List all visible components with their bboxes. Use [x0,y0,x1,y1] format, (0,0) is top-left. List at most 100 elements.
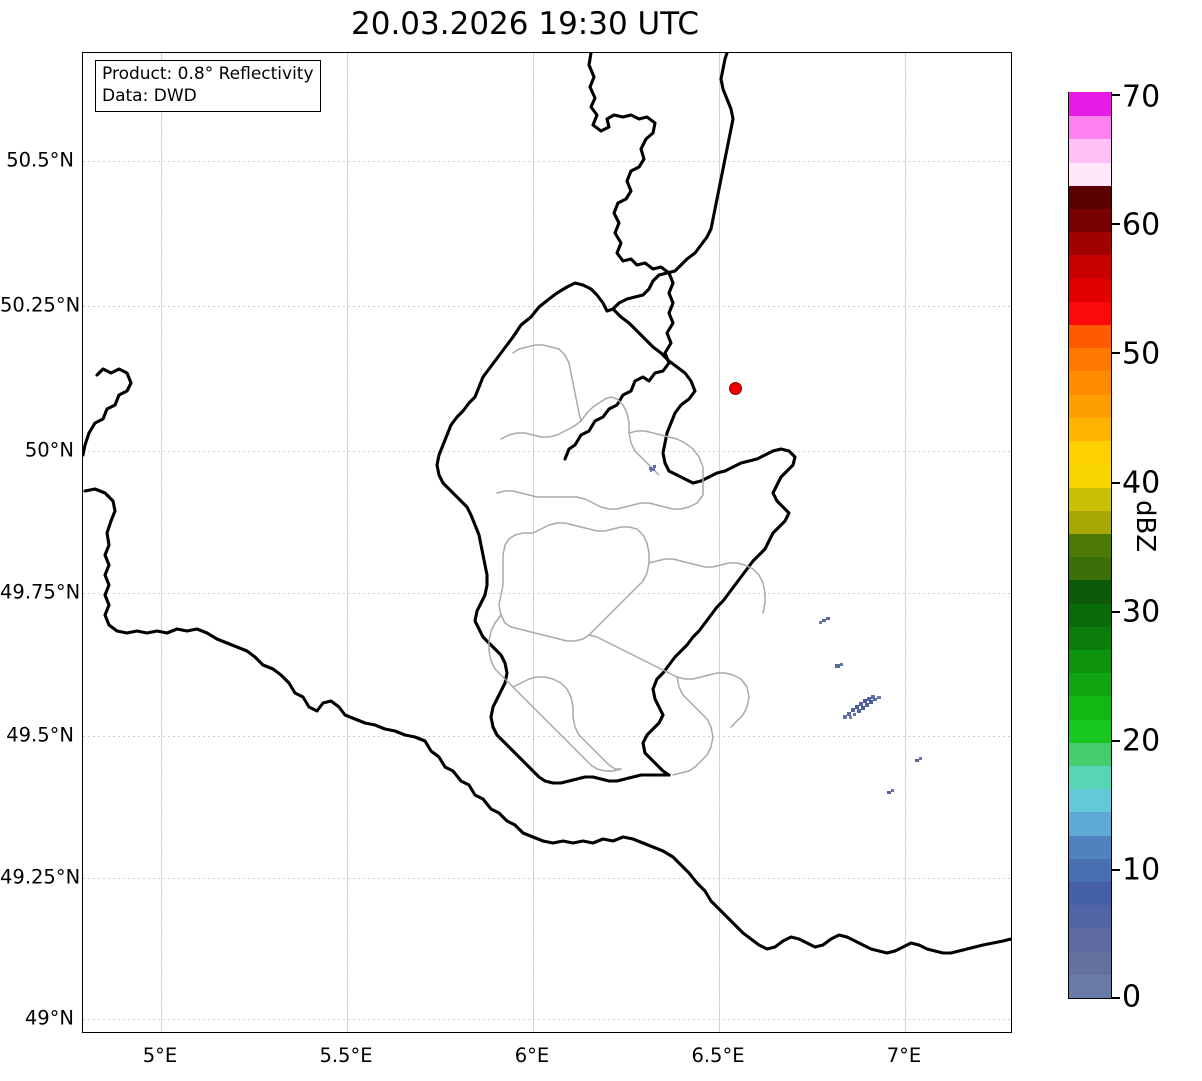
ytick-label-49: 49°N [24,1006,74,1030]
colorbar-tick-50 [1112,352,1120,354]
echo-pixel [822,619,826,622]
colorbar-segment [1069,486,1111,511]
echo-pixel [826,617,830,620]
echo-pixel [849,716,852,719]
canton-border-luxembourg-city [588,634,750,728]
colorbar-tick-30 [1112,611,1120,613]
map-plot-area[interactable]: Product: 0.8° Reflectivity Data: DWD [82,52,1012,1033]
colorbar-segment [1069,811,1111,836]
colorbar-segment [1069,254,1111,279]
canton-border-wiltz-west [500,420,582,440]
gridline-lon-6-5 [719,53,720,1032]
colorbar-segment [1069,904,1111,929]
echo-pixel [887,791,891,794]
canton-border-vianden [628,430,704,478]
colorbar-ticklabel-70: 70 [1122,79,1161,115]
product-line: Product: 0.8° Reflectivity [102,64,314,84]
gridline-lon-5 [161,53,162,1032]
gridline-lat-50 [83,451,1011,452]
border-belgium-germany-north [563,53,675,461]
echo-pixel [871,695,875,699]
echo-pixel [859,702,863,706]
colorbar-segment [1069,556,1111,581]
colorbar-ticklabel-10: 10 [1122,852,1161,888]
colorbar-axis-label: dBZ [1130,500,1160,553]
colorbar-ticklabel-20: 20 [1122,723,1161,759]
canton-border-echternach [648,558,766,614]
echo-pixel [843,715,847,719]
colorbar-segment [1069,463,1111,488]
border-luxembourg-belgium-west [435,335,671,785]
gridline-lat-49-5 [83,736,1011,737]
page-title: 20.03.2026 19:30 UTC [351,6,699,42]
echo-pixel [649,467,652,470]
xtick-label-7: 7°E [886,1044,922,1067]
echo-pixel [877,696,881,699]
colorbar-segment [1069,858,1111,882]
colorbar-segment [1069,602,1111,627]
echo-pixel [861,706,865,710]
echo-pixel [869,700,873,704]
ytick-label-50-25: 50.25°N [0,293,81,317]
colorbar-segment [1069,626,1111,650]
colorbar-ticklabel-0: 0 [1122,979,1142,1015]
colorbar-ticklabel-50: 50 [1122,336,1161,372]
echo-pixel [851,708,855,712]
gridline-lat-50-5 [83,161,1011,162]
echo-pixel [650,470,652,472]
xtick-label-6-5: 6.5°E [691,1044,745,1067]
gridline-lat-49-75 [83,593,1011,594]
echo-pixel [891,789,894,792]
colorbar-segment [1069,138,1111,163]
colorbar[interactable] [1068,92,1112,999]
ytick-label-49-75: 49.75°N [0,580,81,604]
colorbar-segment [1069,881,1111,906]
colorbar-tick-60 [1112,223,1120,225]
gridline-lon-7 [905,53,906,1032]
colorbar-ticklabel-40: 40 [1122,465,1161,501]
echo-pixel [840,663,843,666]
canton-border-esch [512,676,622,770]
colorbar-segment [1069,115,1111,140]
canton-borders-group [488,344,766,776]
echo-pixel [919,757,922,760]
colorbar-tick-70 [1112,94,1120,96]
echo-pixel [855,705,859,709]
echo-pixel [835,664,840,668]
colorbar-segment [1069,185,1111,210]
echo-pixel [867,697,871,701]
colorbar-segment [1069,834,1111,859]
colorbar-segment [1069,927,1111,952]
colorbar-segment [1069,440,1111,465]
colorbar-segment [1069,788,1111,813]
echo-pixel [652,468,655,471]
gridline-lon-6 [533,53,534,1032]
canton-border-north-central [580,396,660,476]
border-belgium-france-west [83,367,133,457]
colorbar-segment [1069,718,1111,743]
colorbar-segment [1069,765,1111,790]
gridline-lat-49 [83,1019,1011,1020]
colorbar-segment [1069,579,1111,604]
colorbar-segment [1069,695,1111,720]
echo-pixel [873,698,877,701]
radar-site-marker[interactable] [729,382,742,395]
colorbar-segment [1069,533,1111,558]
echo-pixel [865,703,869,707]
colorbar-segment [1069,301,1111,326]
ytick-label-49-5: 49.5°N [6,723,74,747]
xtick-label-5-5: 5.5°E [319,1044,373,1067]
colorbar-segment [1069,510,1111,534]
colorbar-segment [1069,347,1111,372]
ytick-label-49-25: 49.25°N [0,865,81,889]
echo-pixel [847,712,851,716]
colorbar-tick-0 [1112,997,1120,999]
gridline-lon-5-5 [347,53,348,1032]
colorbar-tick-40 [1112,482,1120,484]
colorbar-segment [1069,742,1111,766]
echo-pixel [853,713,856,716]
canton-border-clervaux [512,344,582,422]
gridline-lat-50-25 [83,306,1011,307]
canton-border-remich [672,676,714,776]
